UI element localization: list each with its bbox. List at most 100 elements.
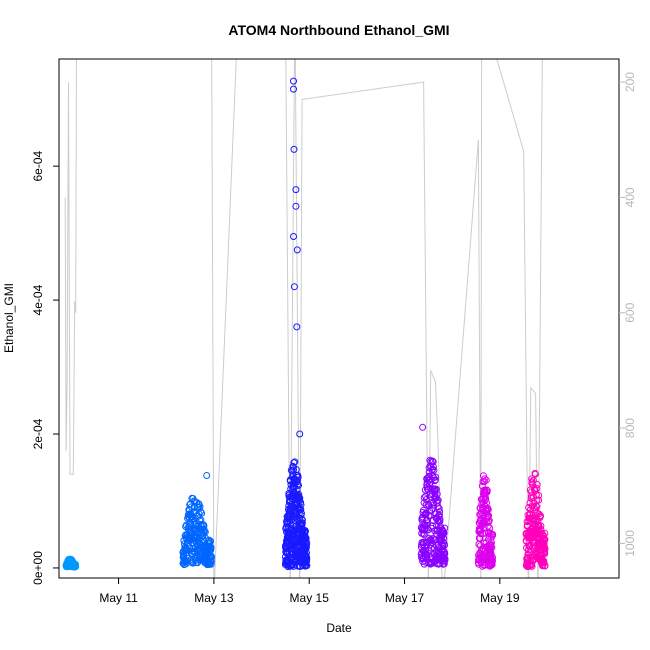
y2-tick-label: 400: [623, 187, 637, 207]
y2-tick-label: 1000: [623, 530, 637, 557]
data-point-outlier: [290, 283, 298, 291]
data-point-outlier: [293, 323, 301, 331]
data-point: [537, 525, 545, 533]
data-point: [541, 562, 549, 570]
data-point: [481, 475, 489, 483]
data-point: [286, 517, 294, 525]
data-point: [489, 531, 497, 538]
series-4: [417, 423, 449, 568]
data-point: [488, 561, 496, 569]
data-point: [72, 561, 80, 568]
data-point: [528, 478, 536, 486]
data-point: [434, 496, 442, 504]
data-point-outlier: [293, 246, 301, 254]
data-point: [303, 540, 311, 548]
data-point: [294, 480, 302, 488]
y-tick-label: 2e-04: [31, 418, 45, 449]
data-point: [486, 524, 494, 532]
data-point: [540, 558, 548, 566]
data-point: [435, 505, 443, 513]
series-3: [281, 77, 311, 571]
data-point: [296, 494, 304, 502]
data-point: [480, 478, 488, 486]
data-point: [440, 529, 448, 537]
data-point: [297, 498, 305, 506]
x-tick-label: May 13: [194, 591, 234, 605]
series-2: [179, 472, 215, 569]
data-point: [541, 548, 549, 555]
data-point-outlier: [296, 430, 304, 438]
plot-frame: [58, 58, 620, 579]
data-point: [207, 558, 215, 566]
data-point: [420, 494, 428, 502]
data-point: [207, 543, 215, 551]
data-point: [433, 522, 440, 530]
data-point-outlier: [419, 423, 427, 431]
data-point: [526, 543, 534, 551]
data-point: [477, 530, 485, 538]
data-point: [440, 560, 448, 568]
data-point: [488, 556, 496, 564]
data-point: [432, 485, 440, 493]
data-point: [488, 544, 496, 551]
data-point: [441, 550, 449, 558]
data-point: [489, 553, 496, 561]
data-point: [533, 481, 541, 489]
data-point: [290, 459, 298, 467]
data-point: [537, 522, 545, 530]
data-point: [483, 487, 491, 494]
data-point: [205, 542, 213, 550]
y-tick-label: 6e-04: [31, 150, 45, 181]
altitude-profile-layer: [64, 59, 543, 578]
x-tick-label: May 17: [385, 591, 425, 605]
data-point: [531, 470, 539, 478]
data-point: [485, 517, 493, 525]
y-tick-label: 4e-04: [31, 284, 45, 315]
data-point-outlier: [292, 186, 300, 194]
x-tick-label: May 19: [480, 591, 520, 605]
data-point: [424, 526, 432, 534]
data-point: [289, 470, 297, 478]
data-point: [198, 509, 206, 517]
data-point: [207, 546, 215, 554]
series-5: [474, 472, 497, 570]
data-point: [430, 501, 437, 509]
data-point-outlier: [290, 77, 297, 85]
axes-layer: May 11 May 13 May 15 May 17 May 19 0e+00 2e-04…: [31, 72, 637, 605]
series-1: [62, 555, 80, 571]
data-point: [531, 487, 539, 495]
y2-tick-label: 200: [623, 72, 637, 92]
data-point: [431, 476, 439, 484]
data-point: [441, 524, 449, 532]
data-point: [196, 503, 204, 511]
data-point: [294, 476, 301, 484]
data-point: [482, 476, 490, 484]
data-point: [295, 490, 303, 498]
data-points-layer: [62, 77, 549, 571]
chart-title: ATOM4 Northbound Ethanol_GMI: [228, 22, 449, 38]
data-point: [302, 527, 309, 535]
data-point: [206, 553, 214, 561]
data-point: [419, 530, 427, 538]
data-point-outlier: [203, 472, 211, 479]
data-point-outlier: [290, 145, 298, 153]
x-axis-label: Date: [326, 621, 352, 635]
data-point: [197, 508, 205, 516]
data-point: [298, 516, 306, 524]
data-point: [440, 534, 448, 542]
data-point: [533, 485, 541, 492]
data-point: [434, 503, 442, 511]
data-point: [208, 553, 215, 561]
data-point: [441, 555, 449, 563]
data-point-outlier: [292, 202, 300, 210]
data-point: [429, 534, 437, 542]
data-point: [294, 473, 302, 481]
x-tick-label: May 11: [99, 591, 138, 605]
data-point-outlier: [290, 85, 297, 93]
data-point: [303, 555, 311, 563]
data-point: [298, 519, 306, 527]
data-point: [537, 512, 544, 520]
data-point: [436, 508, 444, 516]
